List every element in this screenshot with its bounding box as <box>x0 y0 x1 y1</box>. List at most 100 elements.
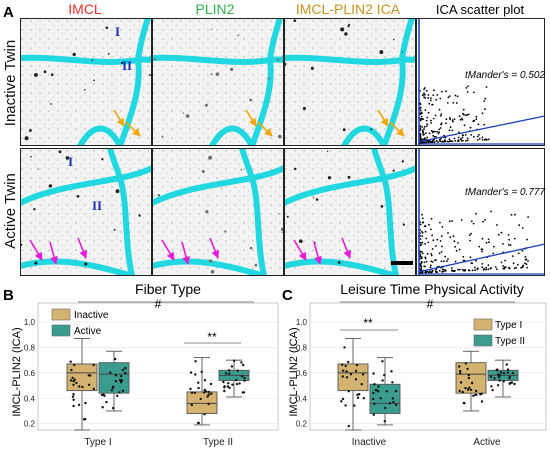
scatter-point <box>430 99 432 102</box>
scatter-point <box>436 130 438 133</box>
scatter-point <box>422 133 425 136</box>
data-point <box>458 365 461 368</box>
data-point <box>121 368 125 372</box>
scatter-point <box>439 97 442 100</box>
data-point <box>344 404 347 407</box>
scatter-point <box>517 252 520 255</box>
scatter-point <box>466 91 469 93</box>
scatter-point <box>492 252 495 255</box>
scatter-point <box>447 258 449 260</box>
data-point <box>227 372 231 375</box>
scatter-point <box>424 257 427 260</box>
data-point <box>238 382 241 385</box>
scatter-point <box>420 265 422 268</box>
scatter-point <box>457 139 460 141</box>
scatter-point <box>421 126 423 128</box>
data-point <box>228 369 231 372</box>
data-point <box>356 396 360 399</box>
scatter-point <box>487 268 490 271</box>
data-point <box>118 391 121 394</box>
scatter-point <box>451 220 454 222</box>
data-point <box>230 365 234 368</box>
scatter-point <box>471 269 474 272</box>
data-point <box>372 397 375 401</box>
data-point <box>480 400 484 403</box>
scatter-point <box>454 260 457 263</box>
scatter-point <box>424 93 426 96</box>
data-point <box>347 424 350 428</box>
scatter-point <box>456 95 459 98</box>
scatter-point <box>454 94 457 97</box>
data-point <box>119 375 123 378</box>
scatter-point <box>427 97 430 99</box>
y-tick-label: 0.2 <box>296 420 308 429</box>
scatter-point <box>524 256 527 258</box>
data-point <box>466 388 470 391</box>
scatter-point <box>433 141 436 144</box>
fiber-type-boxplot: 0.2 0.4 0.6 0.8 1.0 Type I Type II <box>24 301 279 448</box>
data-point <box>124 371 127 375</box>
data-point <box>240 361 243 364</box>
data-point <box>101 406 104 409</box>
scatter-point <box>504 259 506 262</box>
scatter-point <box>481 263 484 265</box>
data-point <box>194 373 197 376</box>
micrograph-r1-c2 <box>152 18 284 146</box>
scatter-point <box>460 219 463 221</box>
scatter-point <box>465 87 468 89</box>
micrograph-r1-c1: III <box>20 18 152 146</box>
scatter-point <box>524 262 526 265</box>
y-tick-label: 0.6 <box>296 369 308 378</box>
scatter-point <box>498 233 500 236</box>
scatter-point <box>443 140 446 143</box>
data-point <box>194 360 197 363</box>
data-point <box>72 398 75 401</box>
scatter-point <box>500 231 503 234</box>
data-point <box>222 380 225 384</box>
data-point <box>342 369 345 372</box>
scatter-point <box>481 136 484 139</box>
data-point <box>112 385 115 388</box>
scatter-point <box>461 118 464 121</box>
data-point <box>466 367 469 371</box>
scatter-point <box>421 235 424 237</box>
legend-swatch-2 <box>473 334 493 347</box>
scatter-point <box>431 234 433 237</box>
scatter-point <box>458 268 461 271</box>
scatter-point <box>511 255 514 257</box>
scatter-point <box>424 271 427 274</box>
data-point <box>116 394 119 397</box>
scatter-point <box>427 94 430 96</box>
scatter-point <box>419 103 422 106</box>
scatter-point <box>425 125 428 127</box>
micrograph-r1-c3 <box>284 18 416 146</box>
scatter-point <box>441 226 444 228</box>
scatter-point <box>423 126 426 128</box>
scatter-point <box>485 268 487 271</box>
scatter-point <box>443 260 445 262</box>
scatter-point <box>420 262 422 265</box>
data-point <box>377 385 380 388</box>
scatter-point <box>468 234 471 236</box>
data-point <box>207 393 210 396</box>
scatter-point <box>419 113 422 116</box>
scatter-point <box>430 129 433 132</box>
scatter-point <box>485 138 488 140</box>
scatter-point <box>446 102 449 104</box>
scatter-point <box>525 258 528 261</box>
data-point <box>375 388 378 392</box>
scatter-point <box>463 124 466 127</box>
scatter-point <box>438 269 441 272</box>
scatter-point <box>419 127 422 130</box>
scatter-point <box>487 264 490 267</box>
scatter-point <box>470 134 473 136</box>
panel-b-ylabel: IMCL-PLIN2 (ICA) <box>11 327 23 416</box>
scatter-point <box>451 119 454 121</box>
scatter-point <box>455 249 458 252</box>
scatter-point <box>439 114 442 117</box>
scatter-point <box>441 268 444 271</box>
scatter-point <box>426 253 429 255</box>
scatter-point <box>451 129 454 132</box>
scatter-point <box>431 261 434 263</box>
scatter-point <box>421 252 424 255</box>
